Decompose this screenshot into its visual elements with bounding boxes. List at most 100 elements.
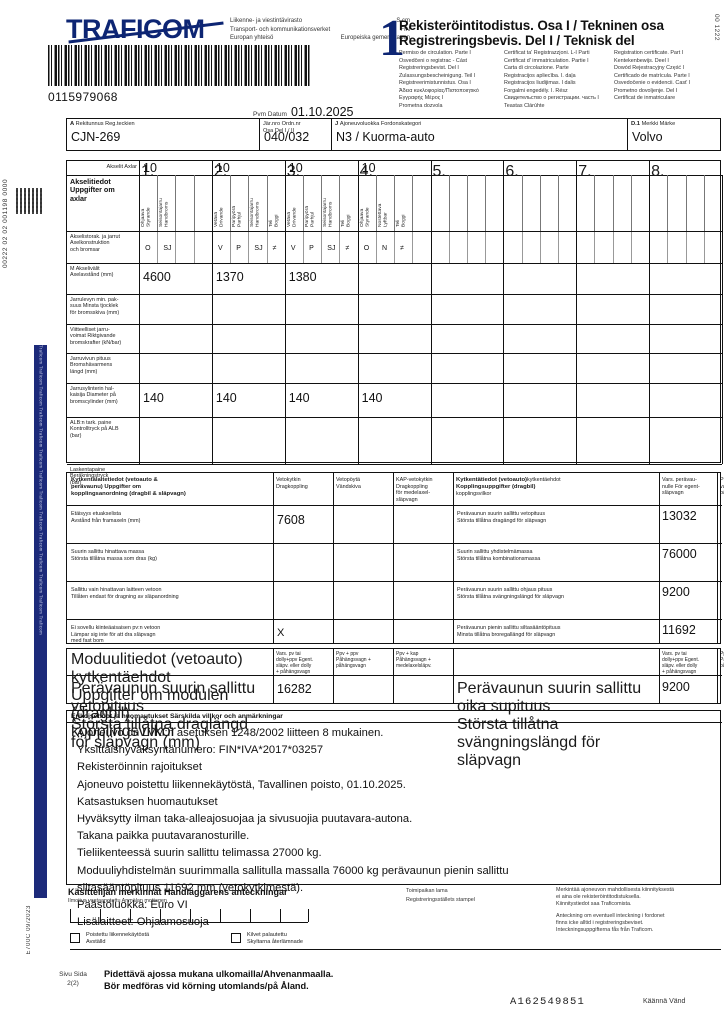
coupling-head-right-sub2: kopplingsvilkor bbox=[456, 491, 492, 498]
comb-divider-6 bbox=[250, 909, 251, 922]
axle-code-v-0-2 bbox=[175, 231, 177, 263]
authority-lines: Liikenne- ja viestintävirasto S.cm Transp… bbox=[230, 17, 410, 43]
axle-code-v-7-2 bbox=[685, 231, 687, 263]
axle-4-rot-label-1: Nostettava Lyftbar bbox=[377, 203, 389, 227]
checkbox-plates-returned-label: Kilvet palautettu Skyltarna återlämnade bbox=[247, 932, 303, 946]
coupling-col-div-1 bbox=[273, 473, 274, 643]
axle-2-rot-label-1: Paripyörä Parhjul bbox=[232, 206, 243, 227]
axle-code-v-1-3 bbox=[266, 231, 268, 263]
module-col-div-1 bbox=[273, 649, 274, 703]
page-indicator: Sivu Sida 2(2) bbox=[52, 970, 94, 988]
axle-code-v-6-2 bbox=[612, 231, 614, 263]
id-cell-3: D.1 Merkki Märke Volvo bbox=[627, 119, 722, 150]
checkbox-deregistered[interactable] bbox=[70, 933, 80, 943]
coupling-row-rule-2 bbox=[67, 581, 722, 582]
document-title-block: Rekisteröintitodistus. Osa I / Tekninen … bbox=[399, 18, 721, 110]
axle-sub-v-4-2 bbox=[466, 175, 468, 231]
id-cell-value-2: N3 / Kuorma-auto bbox=[336, 130, 435, 144]
axle-code-v-3-2 bbox=[394, 231, 396, 263]
coupling-row-label-left-1: Suurin sallittu hinattava massa Största t… bbox=[71, 549, 157, 562]
remarks-body: Ajoneuvo on LVM:n asetuksen 1248/2002 li… bbox=[77, 725, 712, 931]
axle-grid-v-4 bbox=[430, 175, 432, 464]
coupling-col-div-2 bbox=[333, 473, 334, 643]
id-cell-0: A Rekitunnus Reg.teckien CJN-269 bbox=[67, 119, 259, 150]
axle-sub-v-1-2 bbox=[248, 175, 250, 231]
axle-row-rule-6 bbox=[67, 417, 722, 418]
axle-header-div-3 bbox=[357, 161, 359, 175]
comb-divider-2 bbox=[130, 909, 131, 922]
id-cell-value-3: Volvo bbox=[632, 130, 663, 144]
axle-2-code-2: SJ bbox=[254, 245, 263, 252]
axle-number-1: 1. bbox=[141, 163, 155, 180]
language-label-5: Kentekenbewijs. Deel I bbox=[614, 57, 669, 64]
module-col-div-6 bbox=[717, 649, 718, 703]
remark-line-4: Katsastuksen huomautukset bbox=[77, 795, 218, 808]
axle-code-v-0-3 bbox=[193, 231, 195, 263]
axle-header-div-7 bbox=[649, 161, 651, 175]
handler-bottom-rule bbox=[70, 949, 721, 950]
axle-sub-v-0-3 bbox=[193, 175, 195, 231]
axle-row-rule-5 bbox=[67, 383, 722, 384]
axle-row-label-2: Jarrulevyn min. pak-suus Minsta tjocklek… bbox=[70, 297, 120, 316]
language-label-14: Osvedočenie o evidencii. Časť I bbox=[614, 80, 691, 86]
language-label-3: Osvedčeni o registrac - Část bbox=[399, 57, 468, 64]
axle-header-div-1 bbox=[211, 161, 213, 175]
page-number: 2(2) bbox=[67, 980, 79, 987]
coupling-row-label-right-2: Perävaunun suurin sallittu ohjaus pituus… bbox=[457, 587, 564, 600]
coupling-head-right: Kytkentätiedot (vetoauto)kytkentäehdot Ko… bbox=[456, 477, 656, 498]
axle-grid-v-6 bbox=[576, 175, 578, 464]
module-head-left-sub: kytkentäehdot bbox=[71, 669, 171, 686]
axle-sub-v-3-2 bbox=[394, 175, 396, 231]
axle-row-rule-3 bbox=[67, 324, 722, 325]
module-head-col-left-1: Ppv + ppv Påhängsvagn + påhängsvagn bbox=[336, 651, 371, 669]
id-cell-caption-3: D.1 Merkki Märke bbox=[631, 121, 676, 127]
axle-code-v-5-2 bbox=[539, 231, 541, 263]
axle-code-v-6-3 bbox=[630, 231, 632, 263]
remark-line-0: Ajoneuvo on LVM:n asetuksen 1248/2002 li… bbox=[77, 727, 384, 739]
axle-code-v-1-1 bbox=[230, 231, 232, 263]
coupling-row-label-right-1: Suurin sallittu yhdistelmämassa Största t… bbox=[457, 549, 541, 562]
coupling-head-col-right-0: Vars. perävau-nulle För egent-släpvagn bbox=[662, 477, 700, 497]
coupling-head-col-left-1: Vetopöytä Vändskiva bbox=[336, 477, 361, 490]
axle-sub-v-1-3 bbox=[266, 175, 268, 231]
language-label-0: Permiso de circulation. Parte I bbox=[399, 50, 471, 56]
module-col-div-2 bbox=[333, 649, 334, 703]
document-serial: A162549851 bbox=[510, 996, 586, 1008]
coupling-head-right-bold: Kytkentätiedot (vetoauto) bbox=[456, 477, 528, 483]
module-head-left: Moduulitiedot (vetoauto) kytkentäehdot Up… bbox=[71, 651, 269, 741]
checkbox-plates-returned[interactable] bbox=[231, 933, 241, 943]
left-edge-code: 00222 02 02 001198 0000 bbox=[2, 178, 9, 268]
language-label-2: Registration certificate. Part I bbox=[614, 50, 684, 56]
axle-header-div-5 bbox=[503, 161, 505, 175]
language-label-20: Certificat de inmatriculare bbox=[614, 95, 676, 101]
language-label-13: Registracijos liudijimas. I dalis bbox=[504, 80, 576, 86]
axle-row-rule-1 bbox=[67, 263, 722, 264]
module-value-right-0-0: 9200 bbox=[662, 680, 690, 694]
date-comb-field[interactable] bbox=[70, 909, 309, 923]
coupling-value-right-3-0: 11692 bbox=[662, 623, 696, 637]
axle-row-label-4: Jarruvivun pituus Bromshävarmens längd (mm… bbox=[70, 356, 113, 375]
axle-header-div-0 bbox=[139, 161, 140, 175]
axle-3-code-3: ≠ bbox=[345, 245, 350, 252]
axle-grid-v-7 bbox=[649, 175, 651, 464]
page-label: Sivu Sida bbox=[59, 971, 87, 978]
axle-3-rot-label-3: Teli Boggi bbox=[341, 214, 352, 227]
axle-row-label-1: M Akselivälit Axelavstånd (mm) bbox=[70, 266, 114, 279]
language-label-21: Prometna dozvola bbox=[399, 102, 443, 109]
module-data-table: Moduulitiedot (vetoauto) kytkentäehdot Up… bbox=[66, 648, 724, 769]
axle-code-v-5-3 bbox=[558, 231, 560, 263]
remark-line-1: Yksittäishyväksyntänumero: FIN*IVA*2017*… bbox=[77, 744, 324, 757]
axle-3-rot-label-0: Vetävä Drivande bbox=[286, 207, 298, 227]
coupling-head-col-left-2: KAP-vetokytkin Dragkoppling för medelaxel-… bbox=[396, 477, 433, 503]
coupling-col-div-6 bbox=[717, 473, 718, 643]
axle-code-v-4-2 bbox=[466, 231, 468, 263]
language-label-17: Prometno dovoljenje. Del I bbox=[614, 87, 678, 94]
axle-code-v-7-3 bbox=[703, 231, 705, 263]
handler-title: Käsittelijän merkinnät Handläggarens ant… bbox=[68, 887, 288, 897]
axle-3-code-1: P bbox=[309, 245, 314, 252]
mortgage-note-line-4: Anteckning om eventuell inteckning i for… bbox=[556, 913, 665, 919]
axle-code-v-2-1 bbox=[302, 231, 304, 263]
remark-line-10: Päästöluokka: Euro VI bbox=[77, 899, 188, 912]
axle-1-value-5: 140 bbox=[143, 391, 164, 405]
